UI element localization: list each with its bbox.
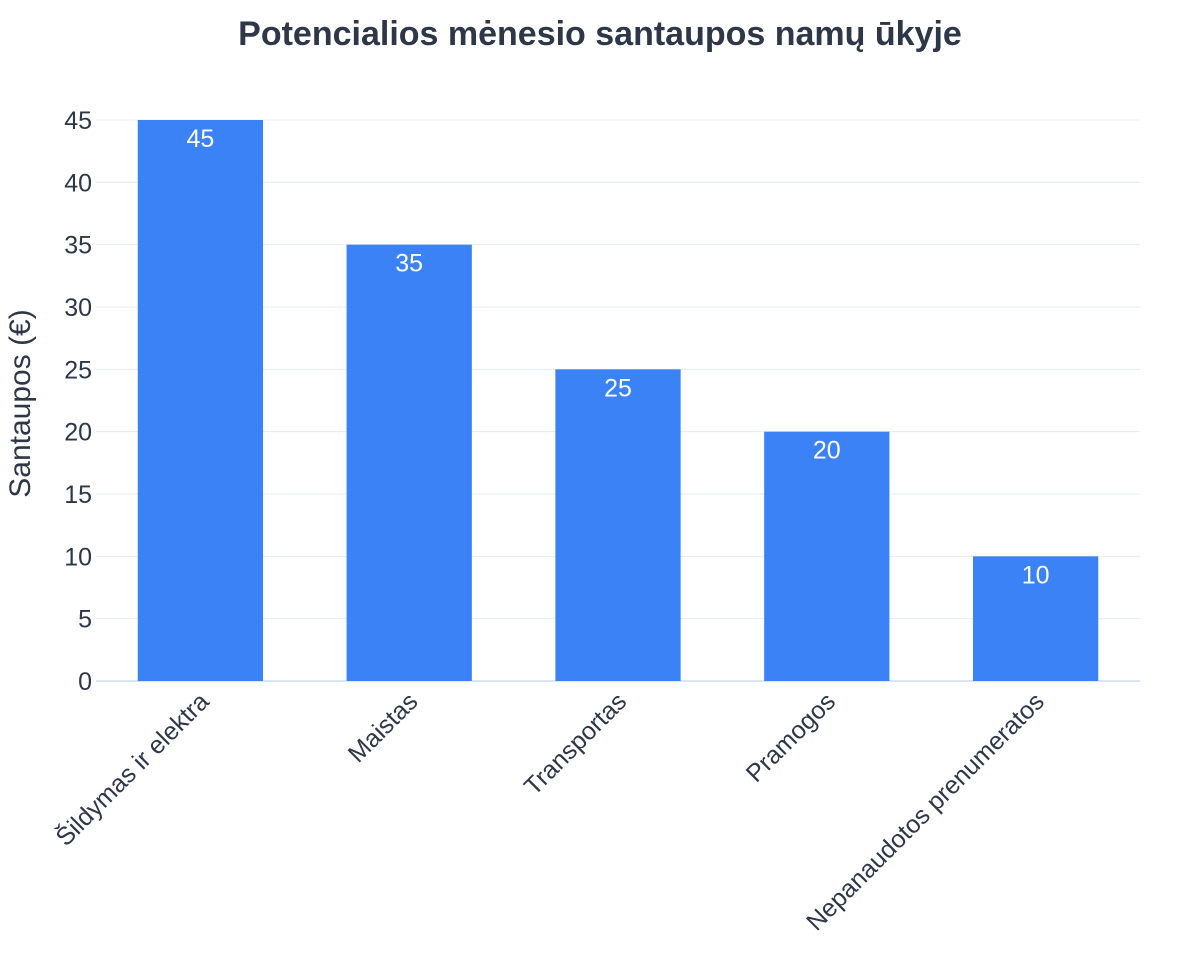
- y-tick-label: 10: [64, 543, 92, 571]
- bar: [346, 244, 472, 681]
- y-tick-label: 15: [64, 481, 92, 509]
- y-tick-label: 5: [78, 606, 92, 634]
- x-category-label: Pramogos: [741, 687, 841, 787]
- bar-value-label: 10: [1022, 561, 1050, 589]
- y-tick-label: 45: [64, 107, 92, 135]
- bar: [764, 431, 890, 681]
- bar-value-label: 45: [186, 125, 214, 153]
- bar: [137, 120, 264, 681]
- y-axis-label: Santaupos (€): [4, 309, 37, 497]
- bar: [555, 369, 681, 681]
- x-category-label: Transportas: [519, 687, 632, 800]
- y-tick-label: 25: [64, 356, 92, 384]
- bar: [972, 556, 1099, 681]
- y-tick-label: 35: [64, 232, 92, 260]
- bar-value-label: 25: [604, 374, 632, 402]
- y-tick-label: 40: [64, 169, 92, 197]
- bar-value-label: 20: [813, 437, 841, 465]
- y-axis-ticks: 0 5 10 15 20 25 30 35 40 45: [64, 107, 92, 696]
- bar-value-labels: 45 35 25 20 10: [186, 125, 1049, 589]
- y-tick-label: 0: [78, 668, 92, 696]
- chart-title: Potencialios mėnesio santaupos namų ūkyj…: [238, 15, 962, 53]
- x-category-label: Nepanaudotos prenumeratos: [801, 687, 1050, 936]
- bar-value-label: 35: [395, 250, 423, 278]
- bars: [137, 120, 1099, 681]
- x-category-label: Maistas: [343, 687, 424, 768]
- y-tick-label: 30: [64, 294, 92, 322]
- x-category-label: Šildymas ir elektra: [50, 687, 215, 852]
- x-axis-category-labels: Šildymas ir elektra Maistas Transportas Pra…: [50, 687, 1050, 937]
- y-tick-label: 20: [64, 419, 92, 447]
